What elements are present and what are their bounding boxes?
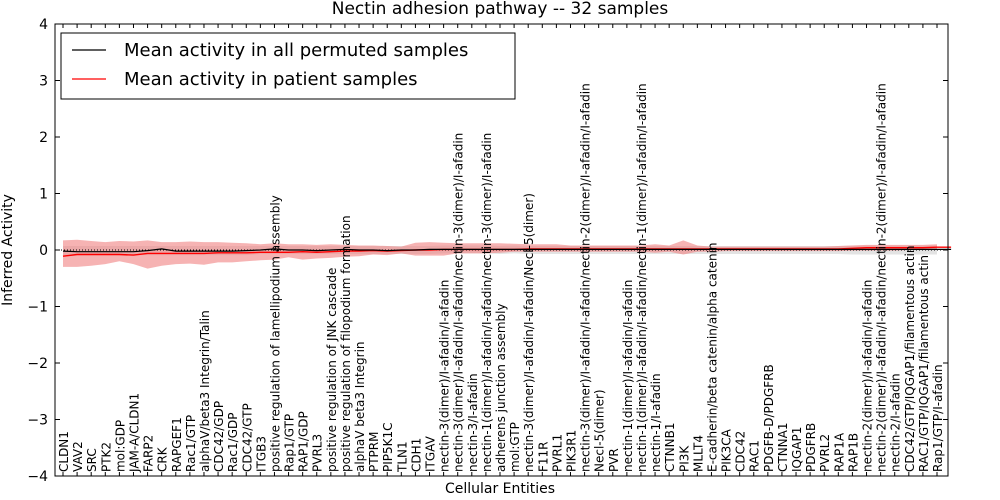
category-label: Rac1/GDP (226, 413, 240, 472)
legend-label-permuted: Mean activity in all permuted samples (124, 40, 468, 61)
category-label: PI3K (677, 445, 691, 472)
y-axis-label: Inferred Activity (0, 194, 16, 306)
y-tick-label: −4 (27, 469, 48, 485)
category-label: RAC1/GTP/IQGAP1/filamentous actin (917, 255, 931, 472)
category-label: CLDN1 (57, 431, 71, 472)
category-label: Rac1/GTP (184, 415, 198, 472)
patient-band (63, 239, 937, 269)
y-tick-label: −3 (27, 413, 48, 429)
category-label: nectin-2(dimer)/I-afadin/I-afadin/nectin… (875, 83, 889, 472)
category-label: PTK2 (99, 442, 113, 472)
category-label: MLLT4 (691, 435, 705, 472)
category-label: nectin-2/I-afadin (889, 373, 903, 472)
category-label: RAP1/GDP (297, 411, 311, 472)
legend-frame (60, 32, 516, 100)
category-label: positive regulation of filopodium format… (339, 215, 353, 472)
category-label: ITGB3 (254, 436, 268, 472)
chart-title: Nectin adhesion pathway -- 32 samples (332, 0, 669, 19)
category-label: PVRL2 (818, 434, 832, 472)
category-label: PDGFB-D/PDGFRB (762, 364, 776, 472)
y-tick-label: 4 (39, 17, 48, 33)
category-label: nectin-1(dimer)/I-afadin/I-afadin (621, 280, 635, 472)
y-tick-label: 3 (39, 74, 48, 90)
category-label: positive regulation of JNK cascade (325, 268, 339, 472)
category-label: nectin-3(dimer)/I-afadin/I-afadin (438, 280, 452, 472)
category-label: FARP2 (142, 435, 156, 472)
legend-label-patient: Mean activity in patient samples (124, 69, 418, 90)
category-label: PVR (607, 448, 621, 472)
x-axis-ticks (62, 24, 938, 476)
category-label: nectin-3(dimer)/I-afadin/I-afadin/nectin… (452, 133, 466, 472)
y-tick-label: −2 (27, 356, 48, 372)
category-label: RAP1A (832, 432, 846, 472)
category-label: E-cadherin/beta catenin/alpha catenin (705, 242, 719, 472)
category-label: CDC42 (734, 431, 748, 472)
category-label: CTNNB1 (663, 422, 677, 472)
category-labels: CLDN1 VAV2 SRC PTK2 mol:GDP JAM-A/CLDN1 FARP2 C… (57, 83, 945, 473)
x-axis-label: Cellular Entities (445, 481, 555, 497)
category-label: alphaV/beta3 Integrin/Talin (198, 310, 212, 472)
category-label: RAP1B (846, 433, 860, 472)
category-label: PTPRM (367, 432, 381, 473)
category-label: nectin-3/I-afadin (466, 373, 480, 472)
category-label: mol:GTP (508, 422, 522, 472)
category-label: PIK3CA (720, 428, 734, 472)
category-label: ITGAV (424, 435, 438, 472)
category-label: nectin-1(dimer)/I-afadin/I-afadin/nectin… (635, 83, 649, 472)
category-label: JAM-A/CLDN1 (127, 393, 141, 473)
category-label: CRK (156, 446, 170, 472)
category-label: nectin-1(dimer)/I-afadin/I-afadin/nectin… (480, 133, 494, 472)
y-tick-label: 2 (39, 130, 48, 146)
y-tick-label: −1 (27, 300, 48, 316)
y-axis: −4 −3 −2 −1 0 1 2 3 4 (27, 17, 948, 485)
category-label: F11R (536, 441, 550, 472)
category-label: PVRL3 (311, 434, 325, 472)
category-label: nectin-2(dimer)/I-afadin/I-afadin (861, 280, 875, 472)
category-label: nectin-3(dimer)/I-afadin/I-afadin/nectin… (579, 83, 593, 472)
category-label: CDH1 (409, 438, 423, 472)
category-label: TLN1 (395, 441, 409, 473)
category-label: RAC1 (748, 440, 762, 472)
category-label: Necl-5(dimer) (593, 389, 607, 472)
category-label: nectin-1/I-afadin (649, 373, 663, 472)
y-tick-label: 0 (39, 243, 48, 259)
category-label: alphaV beta3 Integrin (353, 341, 367, 472)
category-label: PIP5K1C (381, 422, 395, 472)
category-label: IQGAP1 (790, 427, 804, 472)
category-label: Rap1/GTP/I-afadin (931, 364, 945, 472)
category-label: VAV2 (71, 441, 85, 472)
category-label: RAPGEF1 (170, 417, 184, 472)
category-label: CDC42/GDP (212, 401, 226, 472)
category-label: PDGFRB (804, 423, 818, 472)
category-label: CDC42/GTP/IQGAP1/filamentous actin (903, 246, 917, 472)
legend: Mean activity in all permuted samples Me… (60, 32, 516, 100)
category-label: CDC42/GTP (240, 403, 254, 472)
y-tick-label: 1 (39, 187, 48, 203)
series-lines (62, 246, 952, 257)
category-label: SRC (85, 448, 99, 472)
category-label: PVRL1 (550, 434, 564, 472)
category-label: CTNNA1 (776, 422, 790, 472)
category-label: positive regulation of lamellipodium ass… (268, 195, 282, 472)
category-label: adherens junction assembly (494, 303, 508, 472)
category-label: PIK3R1 (564, 430, 578, 472)
category-label: Rap1/GTP (283, 414, 297, 472)
category-label: nectin-3(dimer)/I-afadin/I-afadin/Necl-5… (522, 193, 536, 472)
series-line-permuted (62, 248, 952, 253)
category-label: mol:GDP (113, 420, 127, 472)
